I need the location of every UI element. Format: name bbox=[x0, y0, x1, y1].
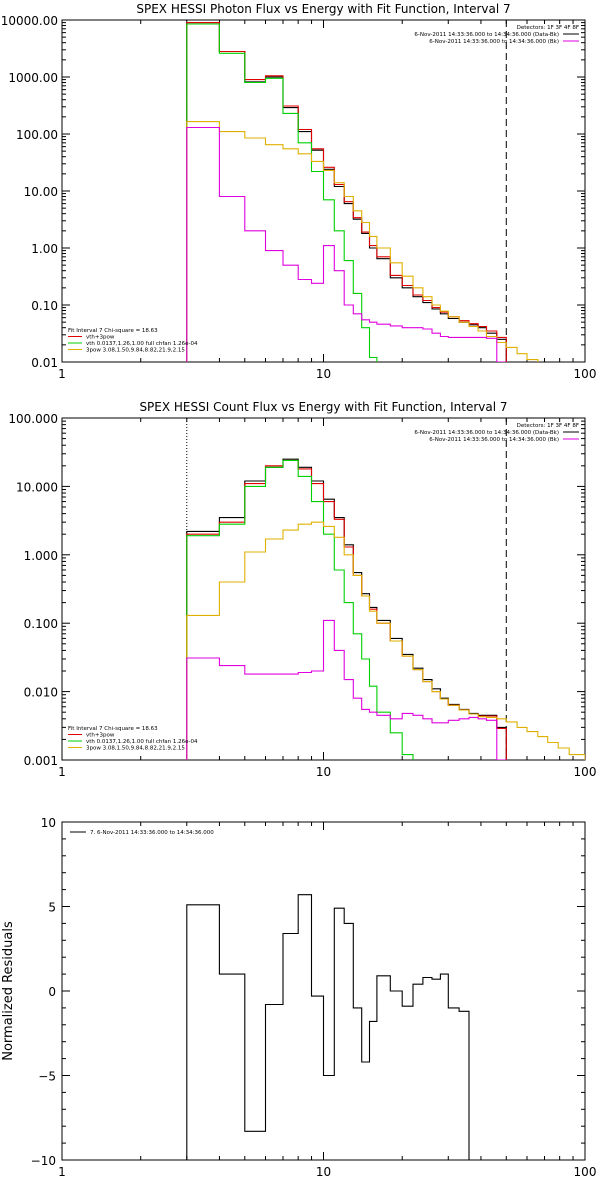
series-line-4 bbox=[186, 121, 539, 362]
chart-panel-2: SPEX HESSI Count Flux vs Energy with Fit… bbox=[8, 400, 596, 779]
series-line-5 bbox=[186, 126, 507, 362]
x-tick-label: 10 bbox=[316, 367, 331, 381]
legend-entry: 6-Nov-2011 14:33:36.000 to 14:34:36.000 … bbox=[414, 32, 559, 38]
fit-legend-entry: Fit Interval 7 Chi-square = 18.63 bbox=[68, 726, 158, 732]
x-tick-label: 10 bbox=[316, 765, 331, 779]
y-tick-label: −5 bbox=[38, 1070, 56, 1084]
y-tick-label: 1000.00 bbox=[8, 71, 58, 85]
x-tick-label: 10 bbox=[316, 1165, 331, 1179]
y-tick-label: 100.00 bbox=[16, 128, 58, 142]
series-line-1 bbox=[186, 22, 507, 362]
y-tick-label: 0.100 bbox=[24, 617, 58, 631]
fit-legend-entry: vth 0.0137,1.26,1.00 full chfan 1.26e-04 bbox=[86, 341, 198, 347]
y-tick-label: 10 bbox=[41, 816, 56, 830]
legend-entry: Detectors: 1F 3F 4F 8F bbox=[517, 25, 579, 31]
series-line-3 bbox=[186, 459, 414, 760]
y-tick-label: 0 bbox=[48, 985, 56, 999]
plot-frame bbox=[61, 821, 586, 1161]
x-tick-label: 100 bbox=[574, 1165, 597, 1179]
fit-legend-entry: 3pow 3.08,1.50,9.84,8.82,21.9,2.15 bbox=[86, 348, 185, 354]
y-tick-label: 0.001 bbox=[24, 754, 58, 768]
legend-entry: 7. 6-Nov-2011 14:33:36.000 to 14:34:36.0… bbox=[90, 830, 214, 836]
legend-entry: 6-Nov-2011 14:33:36.000 to 14:34:36.000 … bbox=[414, 430, 559, 436]
y-tick-label: 0.01 bbox=[31, 356, 58, 370]
fit-legend-entry: vth+3pow bbox=[86, 733, 115, 739]
data-layer bbox=[186, 20, 539, 362]
fit-legend-entry: Fit Interval 7 Chi-square = 18.63 bbox=[68, 328, 158, 334]
y-tick-label: 0.10 bbox=[31, 299, 58, 313]
series-line-1 bbox=[186, 894, 470, 1160]
y-tick-label: 10000.00 bbox=[1, 14, 58, 28]
series-line-4 bbox=[186, 521, 585, 760]
series-line-2 bbox=[186, 459, 507, 760]
x-tick-label: 1 bbox=[58, 765, 66, 779]
y-tick-label: 10.000 bbox=[16, 480, 58, 494]
x-tick-label: 100 bbox=[574, 367, 597, 381]
x-tick-label: 1 bbox=[58, 367, 66, 381]
y-tick-label: 0.010 bbox=[24, 686, 58, 700]
y-tick-label: 5 bbox=[48, 901, 56, 915]
chart-title: SPEX HESSI Photon Flux vs Energy with Fi… bbox=[136, 2, 510, 16]
fit-legend-entry: vth+3pow bbox=[86, 335, 115, 341]
data-layer bbox=[186, 418, 585, 760]
chart-title: SPEX HESSI Count Flux vs Energy with Fit… bbox=[139, 400, 507, 414]
fit-legend-entry: 3pow 3.08,1.50,9.84,8.82,21.9,2.15 bbox=[86, 746, 185, 752]
y-tick-label: −10 bbox=[31, 1154, 56, 1168]
legend-entry: 6-Nov-2011 14:33:36.000 to 14:34:36.000 … bbox=[429, 39, 559, 45]
legend-entry: 6-Nov-2011 14:33:36.000 to 14:34:36.000 … bbox=[429, 437, 559, 443]
series-line-2 bbox=[186, 22, 507, 362]
series-line-3 bbox=[186, 23, 378, 362]
x-tick-label: 1 bbox=[58, 1165, 66, 1179]
chart-panel-1: SPEX HESSI Photon Flux vs Energy with Fi… bbox=[1, 2, 597, 381]
y-axis-label: Normalized Residuals bbox=[1, 921, 16, 1061]
fit-legend-entry: vth 0.0137,1.26,1.00 full chfan 1.26e-04 bbox=[86, 739, 198, 745]
series-line-1 bbox=[186, 458, 507, 760]
chart-panel-3: 1 10 100 −10 −5 0 5 10 Normalized Residuals 7. 6-… bbox=[1, 816, 596, 1179]
y-tick-label: 10.00 bbox=[24, 185, 58, 199]
legend-entry: Detectors: 1F 3F 4F 8F bbox=[517, 423, 579, 429]
y-tick-label: 1.00 bbox=[31, 242, 58, 256]
series-line-5 bbox=[186, 619, 507, 760]
data-layer bbox=[186, 894, 470, 1160]
y-tick-label: 100.000 bbox=[8, 412, 58, 426]
x-tick-label: 100 bbox=[574, 765, 597, 779]
y-tick-label: 1.000 bbox=[24, 549, 58, 563]
